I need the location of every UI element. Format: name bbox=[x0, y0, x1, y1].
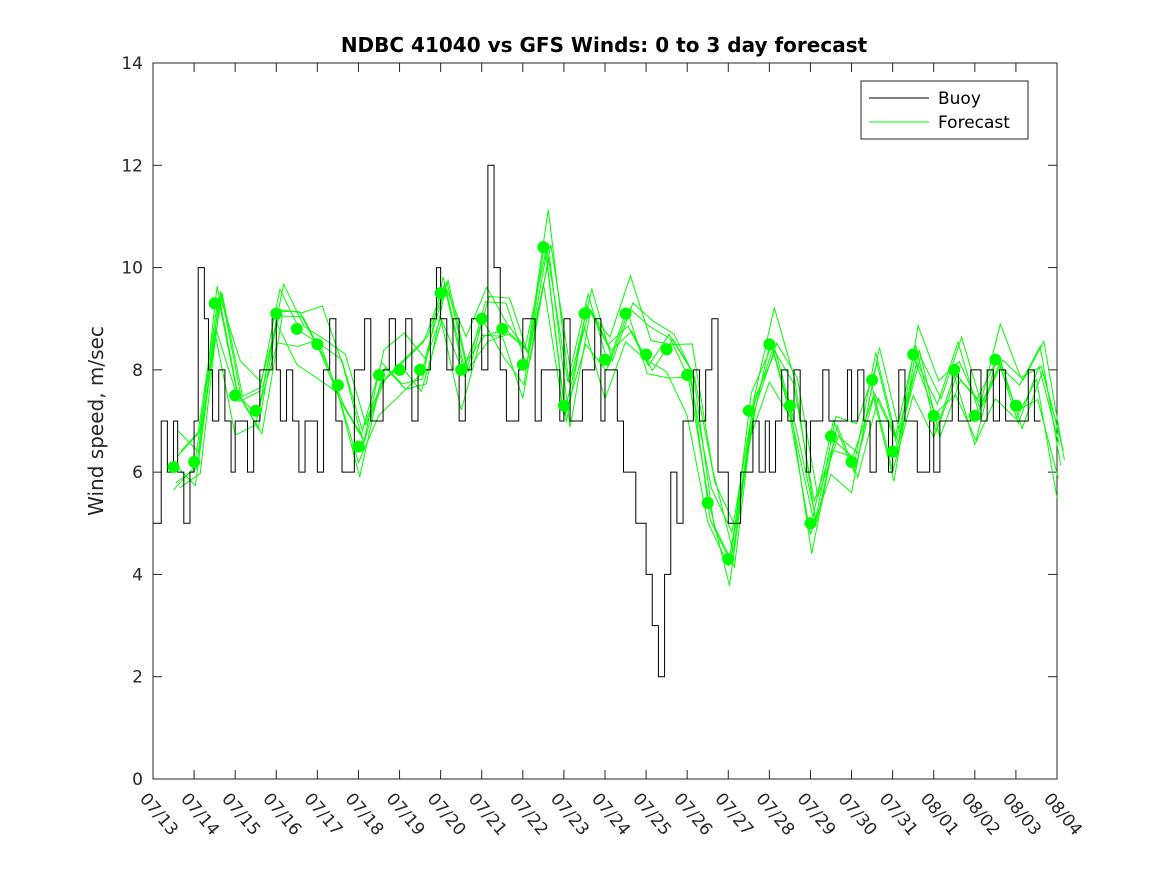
x-tick-label: 08/03 bbox=[998, 789, 1045, 839]
y-tick-label: 6 bbox=[132, 463, 143, 483]
y-axis: 0 2 4 6 8 10 12 14 bbox=[121, 54, 1057, 790]
y-tick-label: 8 bbox=[132, 361, 143, 381]
analysis-point bbox=[352, 440, 365, 453]
forecast-line bbox=[173, 283, 1058, 567]
forecast-line bbox=[176, 249, 1062, 534]
buoy-series bbox=[153, 164, 1041, 678]
analysis-point bbox=[681, 368, 694, 381]
analysis-point bbox=[414, 363, 427, 376]
analysis-point bbox=[742, 404, 755, 417]
y-tick-label: 0 bbox=[132, 770, 143, 790]
analysis-point bbox=[886, 445, 899, 458]
analysis-point bbox=[557, 399, 570, 412]
analysis-point bbox=[373, 368, 385, 381]
analysis-point bbox=[804, 517, 817, 530]
analysis-point bbox=[249, 404, 262, 417]
analysis-point bbox=[311, 338, 324, 351]
x-tick-label: 07/20 bbox=[423, 789, 470, 839]
analysis-point bbox=[640, 348, 653, 361]
x-tick-label: 07/22 bbox=[505, 789, 552, 839]
analysis-point bbox=[537, 241, 550, 254]
x-tick-label: 07/19 bbox=[382, 789, 429, 839]
x-tick-label: 07/14 bbox=[176, 789, 223, 839]
forecast-line bbox=[179, 256, 1064, 569]
analysis-point bbox=[331, 379, 344, 392]
analysis-point bbox=[989, 353, 1002, 366]
legend-label-buoy: Buoy bbox=[938, 89, 981, 109]
analysis-point bbox=[825, 430, 837, 443]
y-tick-label: 12 bbox=[121, 156, 143, 176]
analysis-point bbox=[845, 455, 858, 468]
analysis-point bbox=[393, 363, 406, 376]
x-tick-label: 07/16 bbox=[258, 789, 305, 839]
x-tick-label: 07/15 bbox=[217, 789, 264, 839]
analysis-point bbox=[290, 322, 303, 335]
y-axis-label: Wind speed, m/sec bbox=[84, 326, 108, 516]
legend-box bbox=[860, 80, 1029, 140]
y-tick-label: 14 bbox=[121, 54, 143, 74]
analysis-point bbox=[208, 297, 221, 310]
buoy-line bbox=[153, 164, 1041, 678]
x-tick-label: 08/01 bbox=[916, 789, 963, 839]
x-tick-label: 08/04 bbox=[1039, 789, 1086, 839]
legend-label-forecast: Forecast bbox=[938, 113, 1010, 133]
analysis-point bbox=[496, 322, 509, 335]
forecast-line bbox=[174, 242, 1059, 586]
analysis-point bbox=[948, 363, 961, 376]
analysis-point bbox=[270, 307, 283, 320]
x-tick-label: 07/29 bbox=[793, 789, 840, 839]
x-tick-label: 07/25 bbox=[628, 789, 675, 839]
analysis-markers bbox=[167, 241, 1022, 566]
analysis-point bbox=[516, 358, 529, 371]
analysis-point bbox=[907, 348, 920, 361]
analysis-point bbox=[783, 399, 796, 412]
analysis-point bbox=[968, 409, 981, 422]
analysis-point bbox=[619, 307, 632, 320]
x-tick-label: 07/30 bbox=[834, 789, 881, 839]
x-tick-label: 07/27 bbox=[710, 789, 757, 839]
analysis-point bbox=[229, 389, 242, 402]
y-tick-label: 10 bbox=[121, 259, 143, 279]
x-tick-label: 07/26 bbox=[669, 789, 716, 839]
chart-title: NDBC 41040 vs GFS Winds: 0 to 3 day fore… bbox=[341, 33, 868, 57]
x-tick-label: 07/31 bbox=[875, 789, 922, 839]
x-tick-label: 07/23 bbox=[546, 789, 593, 839]
analysis-point bbox=[599, 353, 611, 366]
analysis-point bbox=[167, 461, 180, 474]
x-tick-label: 07/13 bbox=[135, 789, 182, 839]
analysis-point bbox=[475, 312, 488, 325]
y-tick-label: 2 bbox=[132, 668, 143, 688]
analysis-point bbox=[578, 307, 591, 320]
analysis-point bbox=[434, 287, 447, 300]
analysis-point bbox=[1009, 399, 1022, 412]
analysis-point bbox=[660, 343, 673, 356]
analysis-point bbox=[701, 496, 714, 509]
x-tick-label: 08/02 bbox=[957, 789, 1004, 839]
forecast-series bbox=[173, 209, 1065, 586]
legend: Buoy Forecast bbox=[860, 80, 1029, 140]
forecast-line bbox=[178, 209, 1063, 553]
analysis-point bbox=[188, 455, 201, 468]
x-tick-label: 07/21 bbox=[464, 789, 511, 839]
forecast-line bbox=[180, 244, 1065, 529]
x-tick-label: 07/18 bbox=[341, 789, 388, 839]
x-tick-label: 07/24 bbox=[587, 789, 634, 839]
analysis-point bbox=[927, 409, 940, 422]
x-axis: 07/1307/1407/1507/1607/1707/1807/1907/20… bbox=[135, 63, 1086, 840]
x-tick-label: 07/17 bbox=[300, 789, 347, 839]
y-tick-label: 4 bbox=[132, 565, 143, 585]
x-tick-label: 07/28 bbox=[752, 789, 799, 839]
analysis-point bbox=[866, 374, 879, 387]
analysis-point bbox=[455, 363, 468, 376]
analysis-point bbox=[722, 553, 735, 566]
analysis-point bbox=[763, 338, 776, 351]
